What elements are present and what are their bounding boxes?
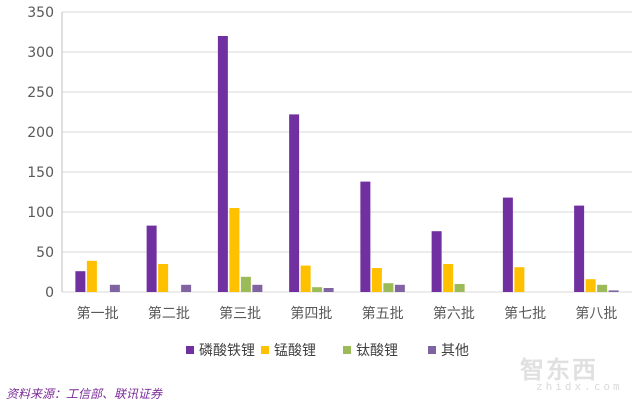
gridlines <box>61 11 632 293</box>
x-axis-ticks: 第一批 第二批 第三批 第四批 第五批 第六批 第七批 第八批 <box>77 305 618 322</box>
legend: 磷酸铁锂 锰酸锂 钛酸锂 其他 <box>186 343 469 359</box>
x-tick-label: 第五批 <box>362 305 404 322</box>
bar-5-2 <box>371 268 382 292</box>
bar-6-1 <box>431 231 442 292</box>
bar-3-4 <box>252 284 263 292</box>
legend-label: 钛酸锂 <box>356 343 398 359</box>
bar-2-4 <box>181 284 192 292</box>
x-tick-label: 第六批 <box>433 305 475 322</box>
bar-7-1 <box>502 197 513 292</box>
y-tick-label: 350 <box>27 5 54 21</box>
y-tick-label: 0 <box>45 285 54 301</box>
y-tick-label: 150 <box>27 165 54 181</box>
y-axis-ticks: 0 50 100 150 200 250 300 350 <box>27 5 54 301</box>
bar-8-3 <box>597 284 608 292</box>
bar-6-3 <box>454 284 465 292</box>
bar-5-3 <box>383 283 394 292</box>
x-tick-label: 第四批 <box>290 305 332 322</box>
bar-8-2 <box>585 279 596 292</box>
bar-7-2 <box>514 267 525 292</box>
bar-6-2 <box>443 264 454 292</box>
bar-5-4 <box>394 284 405 292</box>
source-note: 资料来源：工信部、联讯证券 <box>6 387 163 401</box>
bar-1-2 <box>86 260 97 292</box>
bar-4-4 <box>323 288 334 292</box>
x-tick-label: 第八批 <box>575 305 617 322</box>
x-tick-label: 第二批 <box>148 305 190 322</box>
y-tick-label: 100 <box>27 205 54 221</box>
bar-1-1 <box>75 271 86 292</box>
bar-4-3 <box>312 287 323 292</box>
x-tick-label: 第七批 <box>504 305 546 322</box>
bar-2-1 <box>146 225 157 292</box>
bar-3-1 <box>217 36 228 292</box>
y-tick-label: 50 <box>36 245 54 261</box>
bar-2-2 <box>158 264 169 292</box>
legend-label: 其他 <box>441 343 469 359</box>
y-tick-label: 200 <box>27 125 54 141</box>
watermark-logo: 智东西 zhidx.com <box>520 350 630 398</box>
bar-5-1 <box>360 181 371 292</box>
bar-4-1 <box>289 114 300 293</box>
y-tick-label: 300 <box>27 45 54 61</box>
x-tick-label: 第一批 <box>77 305 119 322</box>
legend-label: 锰酸锂 <box>274 343 316 359</box>
legend-label: 磷酸铁锂 <box>199 343 255 359</box>
bar-8-4 <box>608 290 619 292</box>
legend-swatch <box>261 346 269 354</box>
bar-8-1 <box>574 205 585 292</box>
watermark-url: zhidx.com <box>536 380 623 393</box>
bar-3-3 <box>240 276 251 292</box>
bars <box>75 36 619 293</box>
legend-swatch <box>343 346 351 354</box>
bar-3-2 <box>229 208 240 292</box>
bar-4-2 <box>300 265 311 292</box>
legend-swatch <box>428 346 436 354</box>
watermark-text: 智东西 <box>520 356 598 384</box>
bar-1-4 <box>109 284 120 292</box>
legend-swatch <box>186 346 194 354</box>
y-tick-label: 250 <box>27 85 54 101</box>
x-tick-label: 第三批 <box>219 305 261 322</box>
